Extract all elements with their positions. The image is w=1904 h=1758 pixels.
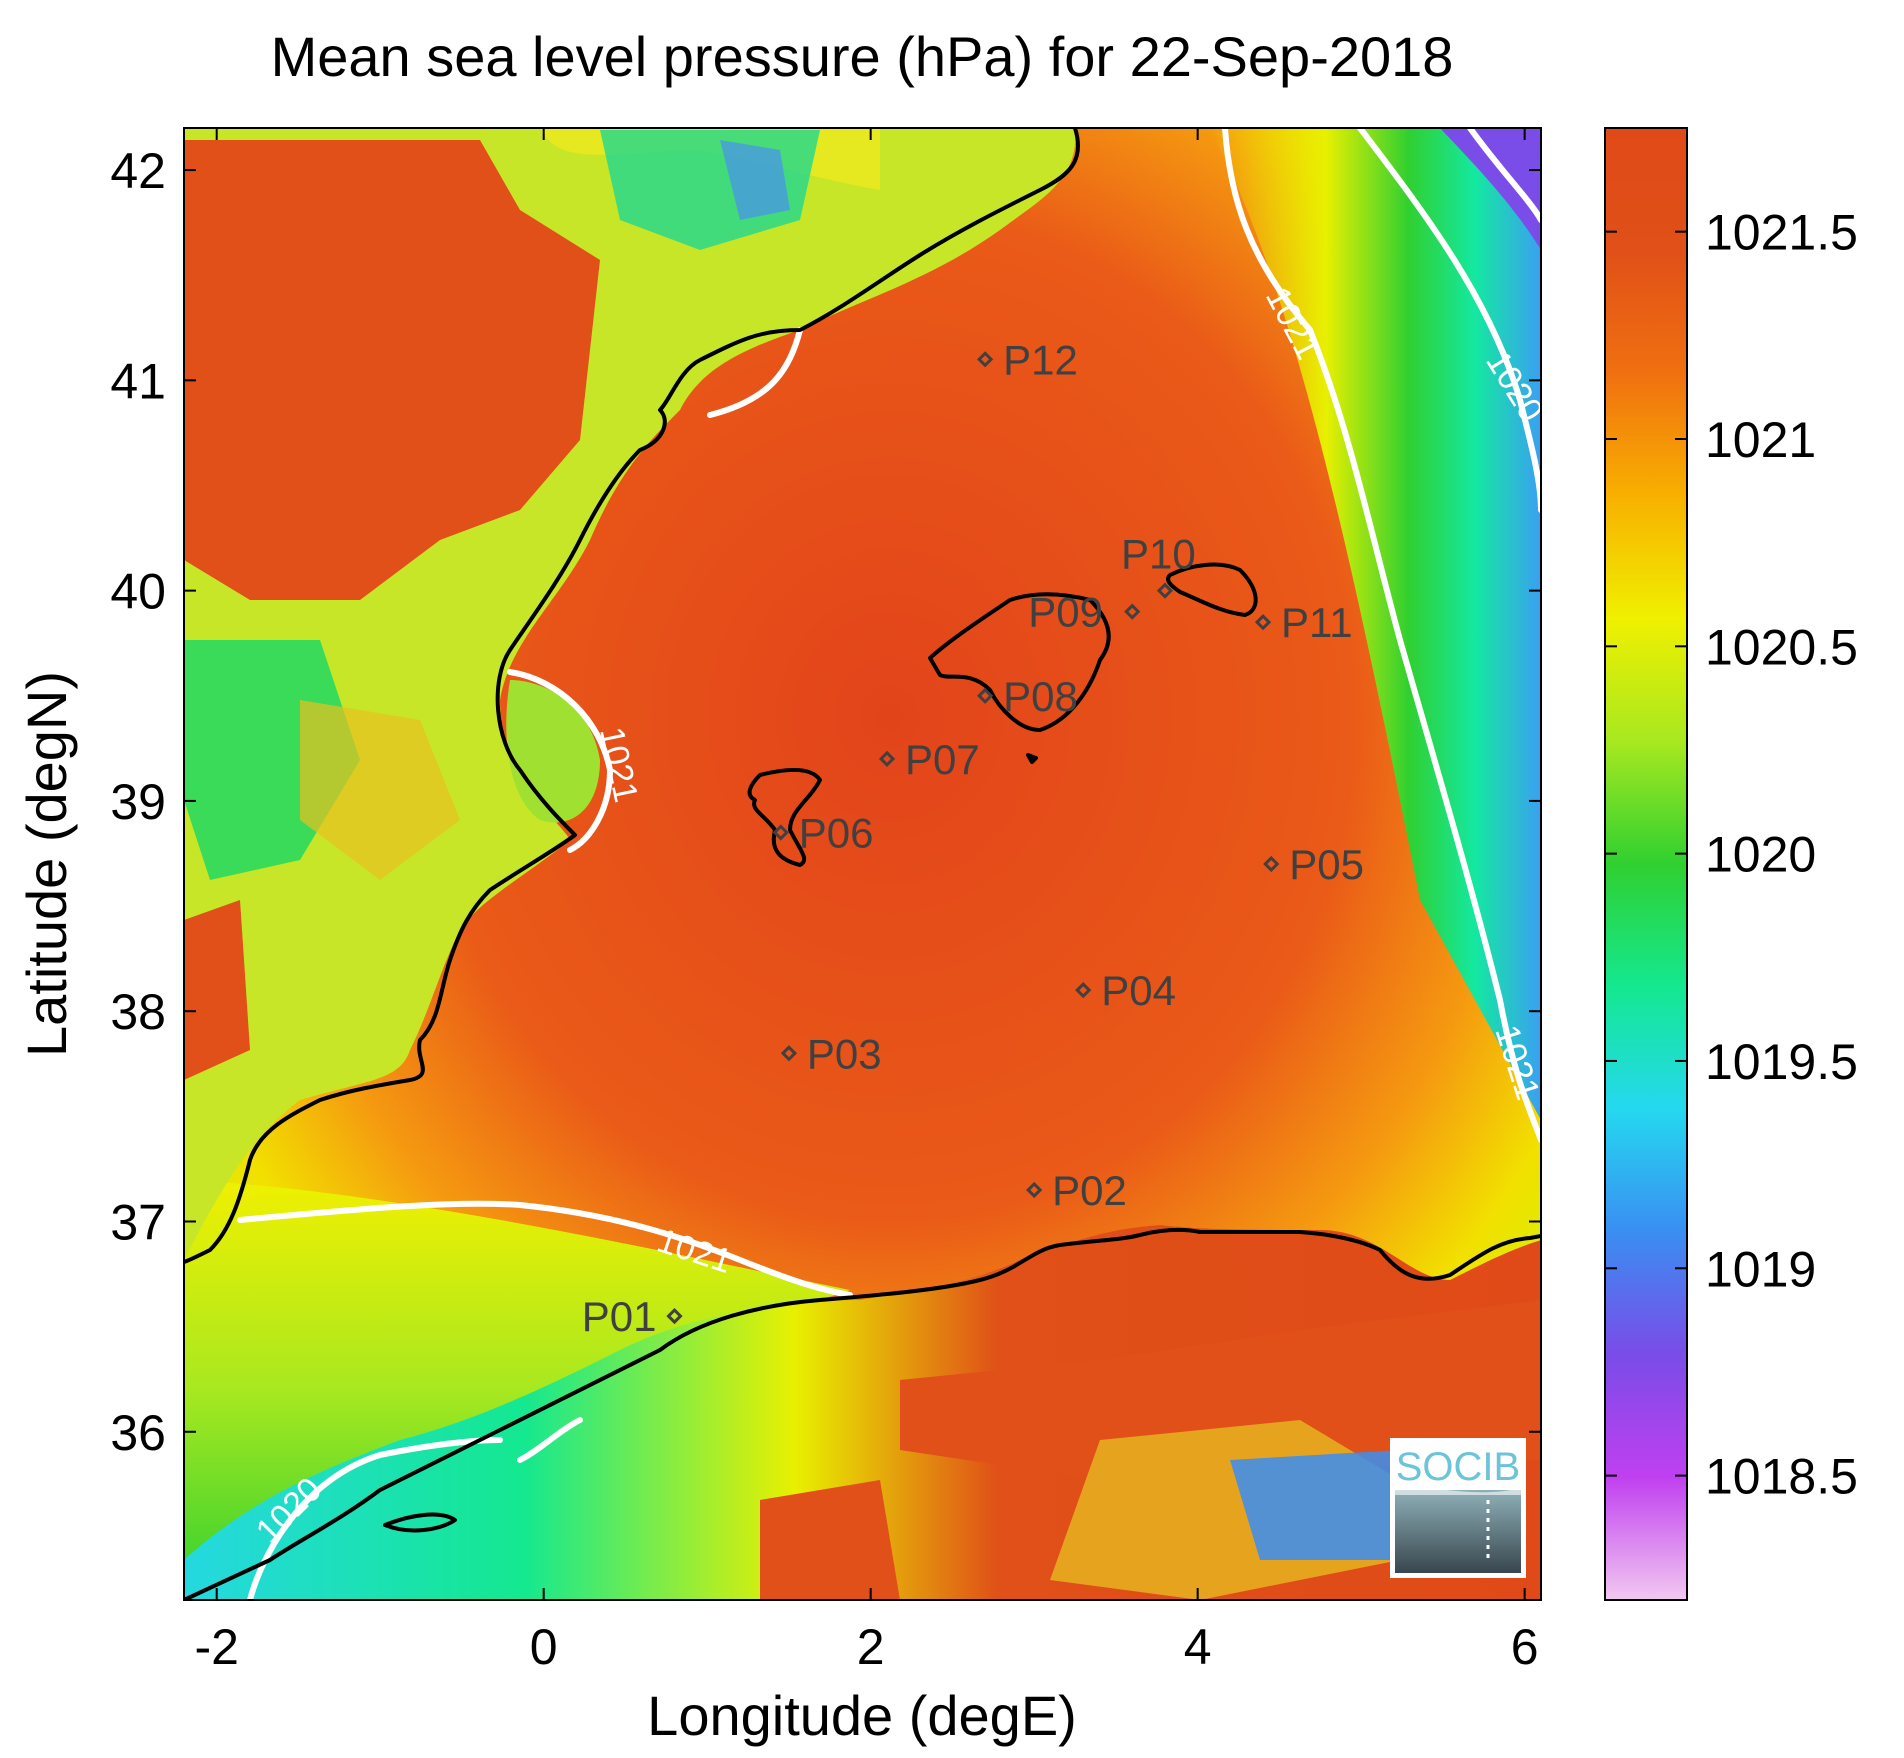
cb-tick-label: 1020.5 (1705, 619, 1858, 675)
station-label: P01 (582, 1293, 657, 1340)
x-tick-label: 2 (857, 1619, 885, 1675)
station-label: P02 (1052, 1167, 1127, 1214)
station-p01: P01 (582, 1293, 683, 1340)
y-axis-ticks: 36 37 38 39 40 41 42 (110, 143, 1541, 1461)
cb-tick-label: 1019 (1705, 1241, 1816, 1297)
cb-tick-label: 1020 (1705, 827, 1816, 883)
y-tick-label: 42 (110, 143, 166, 199)
colorbar: 1018.5 1019 1019.5 1020 1020.5 1021 1021.5 (1604, 127, 1858, 1601)
y-tick-label: 39 (110, 774, 166, 830)
station-p02: P02 (1026, 1167, 1127, 1214)
station-marker (976, 351, 994, 368)
colorbar-ticks: 1018.5 1019 1019.5 1020 1020.5 1021 1021.5 (1605, 205, 1858, 1505)
socib-logo-text: SOCIB (1396, 1445, 1520, 1489)
station-label: P07 (905, 736, 980, 783)
pressure-field: 1021 1020 1021 1021 1021 1020 (184, 128, 1541, 1600)
map-frame (183, 127, 1542, 1601)
station-p08: P08 (976, 673, 1078, 720)
y-tick-label: 37 (110, 1194, 166, 1250)
y-tick-label: 41 (110, 353, 166, 409)
cb-tick-label: 1019.5 (1705, 1034, 1858, 1090)
station-p10: P10 (1121, 531, 1196, 599)
x-tick-label: 6 (1511, 1619, 1539, 1675)
station-markers: P01 P02 P03 P04 P05 P06 P07 P08 P09 P10 P11 P12 (582, 336, 1364, 1340)
station-label: P05 (1289, 841, 1364, 888)
x-axis-label: Longitude (degE) (647, 1684, 1077, 1747)
station-label: P04 (1101, 967, 1176, 1014)
x-tick-label: 4 (1184, 1619, 1212, 1675)
station-label: P10 (1121, 531, 1196, 578)
station-marker (976, 687, 994, 704)
station-p09: P09 (1028, 589, 1141, 636)
cb-tick-label: 1018.5 (1705, 1449, 1858, 1505)
station-p12: P12 (976, 336, 1078, 383)
contours (237, 128, 1541, 1600)
map-title: Mean sea level pressure (hPa) for 22-Sep… (271, 25, 1454, 88)
station-label: P06 (799, 809, 874, 856)
station-marker (772, 824, 789, 841)
y-axis-label: Latitude (degN) (15, 671, 78, 1057)
station-p06: P06 (772, 809, 874, 856)
x-tick-label: -2 (194, 1619, 238, 1675)
station-marker (1075, 982, 1092, 999)
socib-logo: SOCIB (1390, 1438, 1526, 1578)
station-p03: P03 (780, 1030, 882, 1077)
x-tick-label: 0 (530, 1619, 558, 1675)
station-marker (1156, 582, 1174, 599)
cb-tick-label: 1021 (1705, 412, 1816, 468)
station-marker (1254, 614, 1272, 631)
y-tick-label: 38 (110, 984, 166, 1040)
y-tick-label: 40 (110, 564, 166, 620)
y-tick-label: 36 (110, 1405, 166, 1461)
station-p04: P04 (1075, 967, 1176, 1014)
station-label: P03 (807, 1030, 882, 1077)
station-p11: P11 (1254, 599, 1353, 646)
station-marker (780, 1045, 798, 1062)
station-label: P09 (1028, 589, 1103, 636)
station-p07: P07 (878, 736, 980, 783)
station-marker (878, 750, 896, 767)
x-axis-ticks: -2 0 2 4 6 (194, 128, 1539, 1675)
station-marker (1263, 855, 1280, 873)
station-label: P11 (1281, 599, 1353, 646)
station-marker (666, 1307, 683, 1325)
coastlines (184, 128, 1541, 1600)
cb-tick-label: 1021.5 (1705, 205, 1858, 261)
station-label: P12 (1003, 336, 1078, 383)
colorbar-gradient (1605, 128, 1687, 1600)
station-label: P08 (1003, 673, 1078, 720)
station-marker (1026, 1181, 1043, 1199)
station-p05: P05 (1263, 841, 1364, 888)
station-marker (1124, 603, 1141, 620)
